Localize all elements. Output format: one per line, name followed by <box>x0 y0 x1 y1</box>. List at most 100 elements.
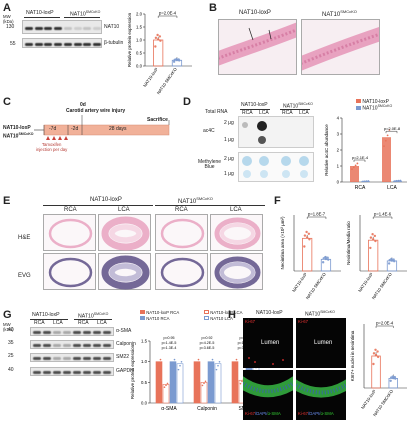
g-head-cko: NAT10SMCcKO <box>78 312 109 320</box>
histology-b-loxp <box>218 19 297 75</box>
g-blot-label: GAPDH <box>116 368 134 374</box>
fluor-cko-merge: Ki-67/DAPI/α-SMA <box>296 370 346 420</box>
data-point <box>372 352 376 355</box>
data-point <box>327 258 330 261</box>
band <box>63 26 72 30</box>
data-point <box>159 39 162 42</box>
d-head-loxp: NAT10-loxP <box>241 102 268 108</box>
mw-55: 55 <box>10 41 16 47</box>
bracket-line <box>30 319 68 320</box>
dot-blot-mb <box>238 152 314 182</box>
data-point <box>374 348 377 351</box>
data-point <box>194 367 197 369</box>
data-point <box>354 164 357 167</box>
significance-bracket <box>157 15 178 18</box>
panel-label-f: F <box>274 195 281 207</box>
y-axis-label: KI67+ nuclei in neointima <box>350 330 355 381</box>
significance-bracket <box>306 216 327 219</box>
d-amt-3: 2 μg <box>224 156 234 162</box>
y-tick-label: 2 <box>337 148 340 153</box>
bar <box>320 258 332 272</box>
data-point <box>362 180 364 183</box>
bar <box>350 166 359 182</box>
p-value: p=4.2E-5 <box>200 341 215 345</box>
band <box>73 331 81 334</box>
bar <box>176 363 184 404</box>
data-point <box>321 261 325 264</box>
data-point <box>352 166 355 169</box>
dot-blot-ac4c <box>238 116 314 148</box>
chart-a: 0.0 0.5 1.0 1.5 2.0 Relative protein expressi… <box>127 11 192 95</box>
x-tick-label: NAT10-loxP <box>357 272 374 293</box>
data-point <box>376 350 379 353</box>
data-point <box>154 45 157 48</box>
fluor-cko-ki67: Ki-67 Lumen <box>296 318 346 368</box>
band <box>103 344 111 347</box>
g-legend: NAT10-loxP RCA NAT10-loxP LCA NAT10 RCA … <box>140 310 270 321</box>
band <box>43 371 51 374</box>
g-mw: 25 <box>8 353 14 359</box>
band <box>93 331 101 334</box>
band <box>73 42 82 46</box>
bar <box>371 355 381 389</box>
data-point <box>365 180 368 183</box>
data-point <box>351 168 353 171</box>
y-tick-label: 0 <box>337 180 340 185</box>
panel-label-e: E <box>3 195 11 207</box>
band <box>43 344 51 347</box>
bracket-line <box>74 319 112 320</box>
h-head-cko: NAT10SMCcKO <box>305 310 335 318</box>
bracket-line <box>24 17 60 18</box>
data-point <box>308 238 311 241</box>
chart-f1: Neointima area (×10³ μm²) NAT10-loxPNAT10… <box>280 212 341 300</box>
band <box>73 371 81 374</box>
data-point <box>393 260 396 263</box>
c-sac: Sacrifice <box>147 117 168 123</box>
g-col-lca2: LCA <box>97 320 107 326</box>
data-point <box>376 355 380 359</box>
y-axis-label: Relative protein expression <box>127 12 132 67</box>
evg-section-3 <box>155 253 208 290</box>
band <box>92 42 101 46</box>
band <box>53 344 61 347</box>
y-tick-label: 3 <box>337 132 340 137</box>
e-row-evg: EVG <box>18 273 31 279</box>
data-point <box>372 362 375 366</box>
data-point <box>201 384 204 387</box>
d-col-rca1: RCA <box>242 110 253 116</box>
g-mw: 40 <box>8 327 14 333</box>
bracket-line <box>64 17 100 18</box>
data-point <box>371 238 375 241</box>
band <box>93 344 101 347</box>
band <box>83 42 92 46</box>
g-blot-4 <box>30 367 114 376</box>
band <box>63 357 71 360</box>
bar <box>162 384 170 404</box>
histology-b-cko <box>301 19 380 75</box>
bar <box>214 363 222 404</box>
fluor-loxp-ki67: Ki-67 Lumen <box>243 318 293 368</box>
p-value: p=3.6E-5 <box>200 346 215 350</box>
band <box>33 331 41 334</box>
e-col-rca2: RCA <box>175 207 188 213</box>
band <box>93 371 101 374</box>
g-blot-2 <box>30 340 114 349</box>
band <box>33 344 41 347</box>
data-point <box>369 236 373 239</box>
y-tick-label: 0.0 <box>141 401 148 406</box>
y-tick-label: 1.5 <box>136 25 143 30</box>
band <box>83 357 91 360</box>
data-point <box>163 386 166 388</box>
y-axis-label: Neointima area (×10³ μm²) <box>280 216 285 269</box>
data-point <box>215 368 218 371</box>
data-point <box>180 360 183 363</box>
g-head-loxp: NAT10-loxP <box>32 312 60 318</box>
data-point <box>367 180 370 182</box>
data-point <box>159 358 162 361</box>
timeline <box>34 115 170 140</box>
band <box>83 26 92 30</box>
bracket-line <box>280 109 310 110</box>
data-point <box>172 362 174 365</box>
d-amt-1: 2 μg <box>224 120 234 126</box>
y-tick-label: 0.0 <box>136 64 143 69</box>
